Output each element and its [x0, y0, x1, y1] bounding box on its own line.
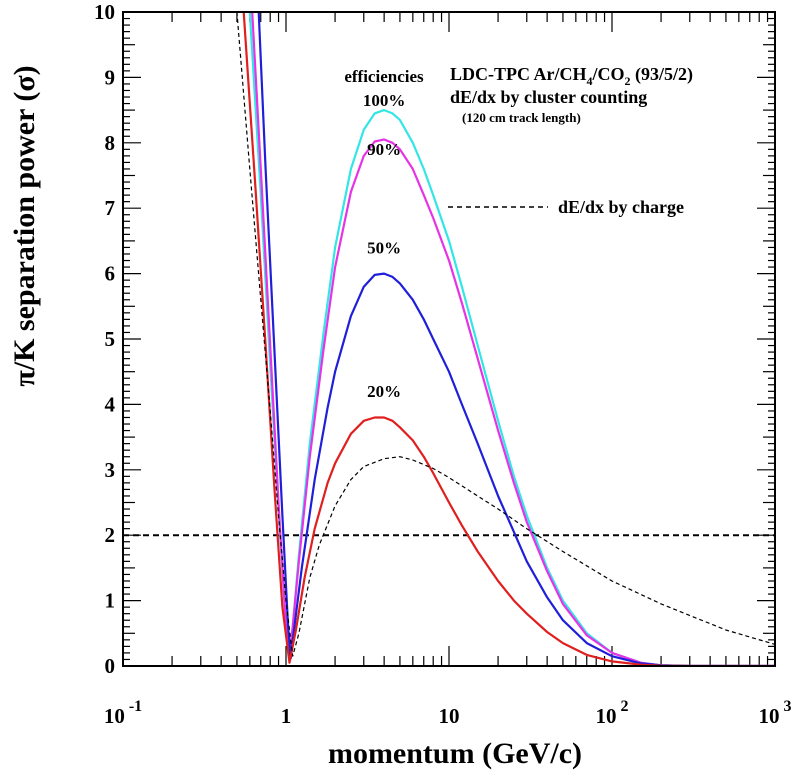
y-tick-label: 6: [105, 262, 116, 286]
y-tick-label: 2: [105, 523, 116, 547]
y-tick-label: 5: [105, 327, 116, 351]
y-tick-label: 3: [105, 458, 116, 482]
chart-title-mid: /CO: [592, 64, 625, 84]
x-tick-exponent: -1: [125, 698, 142, 715]
x-tick-base: 10: [759, 704, 780, 728]
x-tick-base: 10: [439, 704, 460, 728]
x-axis-title: momentum (GeV/c): [328, 737, 582, 770]
series-label-50pct: 50%: [367, 238, 401, 257]
y-tick-label: 8: [105, 131, 116, 155]
y-tick-label: 9: [105, 65, 116, 89]
series-label-100pct: 100%: [363, 91, 406, 110]
chart-subsubtitle: (120 cm track length): [462, 110, 581, 125]
x-tick-exponent: 2: [617, 698, 629, 715]
x-tick-label: 10: [439, 704, 460, 728]
chart-title-suffix: (93/5/2): [631, 64, 694, 85]
x-tick-label: 1: [281, 704, 292, 728]
y-axis-title: π/K separation power (σ): [8, 65, 41, 386]
chart-title-prefix: LDC-TPC Ar/CH: [450, 64, 587, 84]
legend-label: dE/dx by charge: [558, 197, 684, 217]
y-tick-label: 4: [105, 392, 116, 416]
series-line-20-: [242, 12, 775, 666]
plot-frame: [122, 11, 776, 667]
y-tick-label: 0: [105, 654, 116, 678]
series-line-de-dx-by-charge: [236, 12, 775, 657]
x-tick-labels: 10 -1 1 10 10 2 10 3: [104, 698, 792, 728]
y-tick-label: 1: [105, 589, 116, 613]
series-group: [123, 12, 775, 666]
chart-subtitle: dE/dx by cluster counting: [450, 87, 647, 107]
x-tick-base: 10: [104, 704, 125, 728]
chart-title-sub-2: 2: [625, 74, 631, 88]
axis-ticks: [122, 11, 775, 667]
chart-title-sub-1: 4: [587, 74, 593, 88]
x-tick-label: 10 -1: [104, 698, 142, 728]
x-tick-label: 10 3: [759, 698, 792, 728]
series-label-90pct: 90%: [367, 140, 401, 159]
x-tick-base: 10: [596, 704, 617, 728]
x-tick-exponent: 3: [780, 698, 792, 715]
series-label-20pct: 20%: [367, 382, 401, 401]
y-tick-label: 10: [94, 0, 115, 24]
y-tick-label: 7: [105, 196, 116, 220]
y-tick-labels: 0 1 2 3 4 5 6 7 8 9 10: [94, 0, 116, 678]
x-tick-label: 10 2: [596, 698, 629, 728]
chart-title: LDC-TPC Ar/CH4/CO2 (93/5/2): [450, 64, 693, 88]
efficiencies-label: efficiencies: [344, 67, 424, 86]
x-tick-base: 1: [281, 704, 292, 728]
